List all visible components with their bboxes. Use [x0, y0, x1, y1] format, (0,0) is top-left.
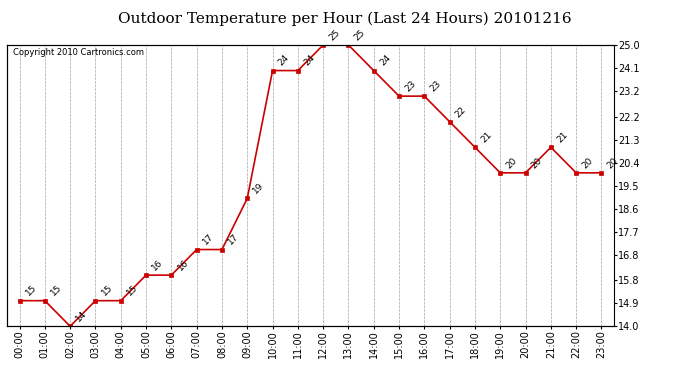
Text: 23: 23 — [403, 79, 417, 93]
Text: 19: 19 — [251, 181, 266, 196]
Text: Outdoor Temperature per Hour (Last 24 Hours) 20101216: Outdoor Temperature per Hour (Last 24 Ho… — [118, 11, 572, 26]
Text: 20: 20 — [580, 156, 595, 170]
Text: 15: 15 — [49, 284, 63, 298]
Text: 17: 17 — [226, 232, 241, 247]
Text: 24: 24 — [277, 54, 291, 68]
Text: 25: 25 — [327, 28, 342, 42]
Text: 15: 15 — [23, 284, 38, 298]
Text: 15: 15 — [99, 284, 114, 298]
Text: 22: 22 — [454, 105, 468, 119]
Text: 16: 16 — [175, 258, 190, 272]
Text: 20: 20 — [504, 156, 519, 170]
Text: 21: 21 — [555, 130, 569, 144]
Text: 24: 24 — [378, 54, 392, 68]
Text: Copyright 2010 Cartronics.com: Copyright 2010 Cartronics.com — [13, 48, 144, 57]
Text: 25: 25 — [353, 28, 367, 42]
Text: 24: 24 — [302, 54, 316, 68]
Text: 14: 14 — [75, 309, 89, 324]
Text: 23: 23 — [428, 79, 443, 93]
Text: 21: 21 — [479, 130, 493, 144]
Text: 15: 15 — [125, 284, 139, 298]
Text: 16: 16 — [150, 258, 165, 272]
Text: 20: 20 — [606, 156, 620, 170]
Text: 20: 20 — [530, 156, 544, 170]
Text: 17: 17 — [201, 232, 215, 247]
